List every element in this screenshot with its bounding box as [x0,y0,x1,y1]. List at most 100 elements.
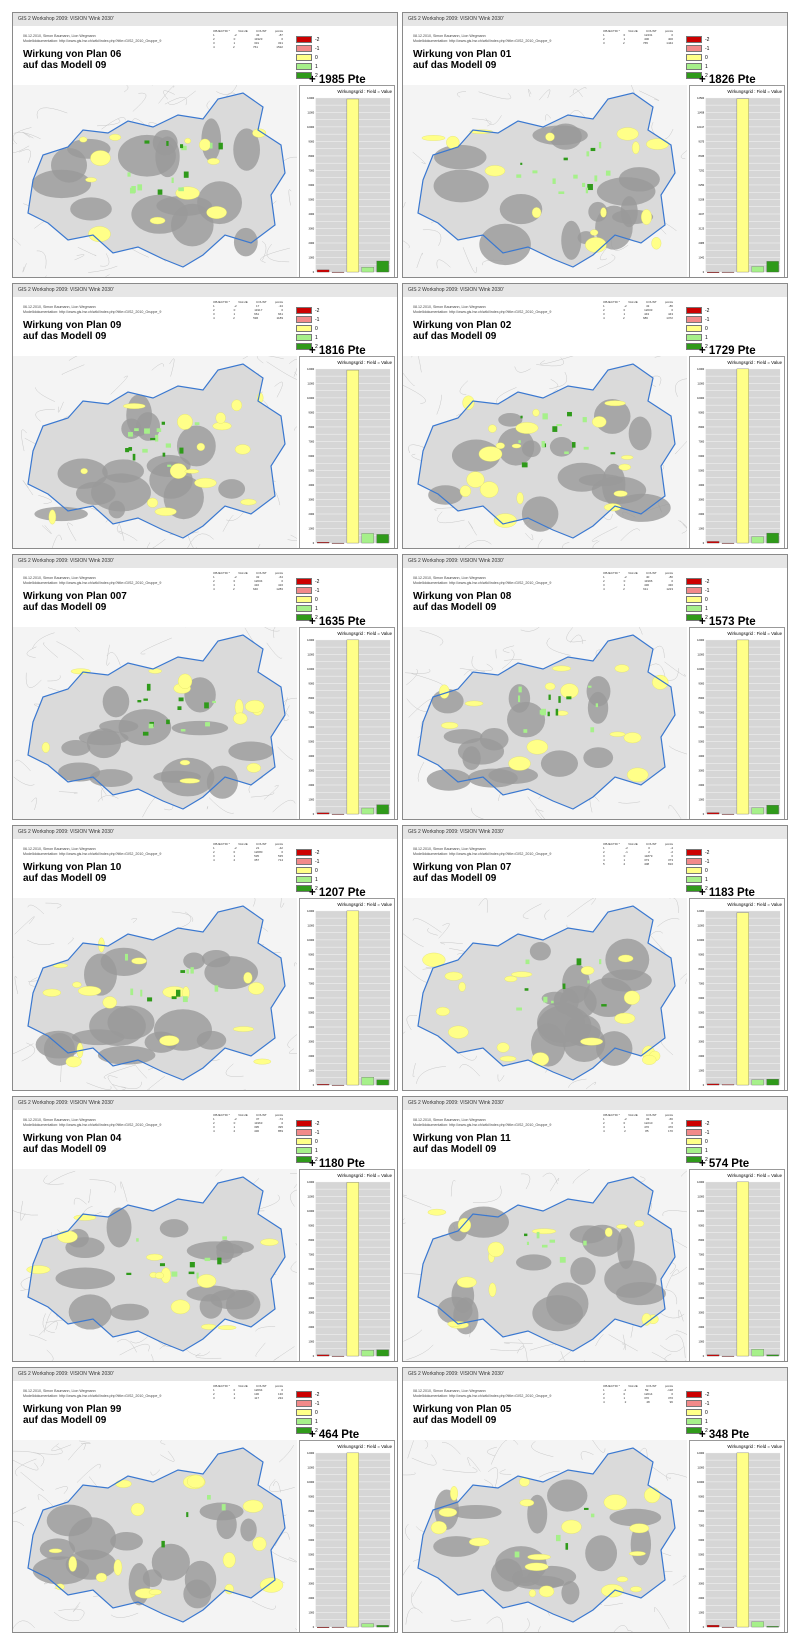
map-road [403,240,410,249]
impact-zone-positive [559,1256,566,1263]
histogram-bar-2 [376,534,389,544]
tick-label: 12000 [697,909,705,913]
histogram-bar--2 [316,812,330,815]
impact-zone-neutral [196,442,205,451]
stats-cell: 430 [644,583,650,587]
stats-header-cell: points [274,571,283,575]
documentation-link[interactable]: Modelldokumentation: http://www.gis.hsr.… [23,852,162,856]
chart-title: Wirkungsgrid : Field = Value [337,360,392,365]
built-area [547,1479,588,1512]
tick-label: 6000 [309,725,315,729]
map-road [97,795,119,802]
tick-label: 2000 [699,783,705,787]
map-road [669,898,679,913]
stats-header-row: OBJECTID * VALUE COUNT points [603,300,673,304]
stats-cell: 170 [667,1129,673,1133]
built-area [118,709,172,746]
legend-label: 0 [315,54,318,61]
map-road [437,511,465,524]
stats-table: OBJECTID * VALUE COUNT points 1 0 12431 0 2 1 400 4… [603,29,673,45]
impact-zone-positive [549,1239,556,1243]
tick-label: 8000 [699,1238,705,1242]
impact-zone-neutral [130,1502,145,1516]
built-area [34,506,88,522]
built-area [225,1289,261,1320]
stats-header-cell: OBJECTID * [603,1384,620,1388]
histogram-bar-0 [346,98,359,273]
documentation-link[interactable]: Modelldokumentation: http://www.gis.hsr.… [413,39,552,43]
tick-label: 1000 [699,1611,705,1615]
legend-label: 0 [315,867,318,874]
documentation-link[interactable]: Modelldokumentation: http://www.gis.hsr.… [23,1123,162,1127]
tick-label: 6000 [309,1267,315,1271]
tick-label: 0 [313,1354,315,1358]
documentation-link[interactable]: Modelldokumentation: http://www.gis.hsr.… [413,310,552,314]
documentation-link[interactable]: Modelldokumentation: http://www.gis.hsr.… [23,581,162,585]
stats-cell: 3 [213,312,215,316]
impact-zone-positive [207,1495,211,1500]
stats-cell: 37 [255,1117,260,1121]
map-road [35,387,55,402]
map-road [529,1342,558,1351]
stats-cell: 400 [667,37,673,41]
stats-cell: 0 [671,579,673,583]
map-road [13,1450,45,1467]
tick-label: 1000 [309,1069,315,1073]
map-road [520,627,540,632]
documentation-link[interactable]: Modelldokumentation: http://www.gis.hsr.… [413,581,552,585]
histogram-chart: Wirkungsgrid : Field = Value 0 1000 2000 300… [299,627,395,819]
built-area [433,1536,480,1557]
stats-header-cell: points [274,842,283,846]
map-road [273,1346,295,1361]
documentation-link[interactable]: Modelldokumentation: http://www.gis.hsr.… [23,310,162,314]
legend-swatch [296,587,312,594]
stats-cell: 3 [603,312,605,316]
tick-label: 0 [703,1083,705,1087]
impact-zone-positive [154,434,159,442]
impact-zone-positive [573,174,578,179]
legend-item: 1 [296,1146,319,1155]
stats-cell: 3 [603,1125,605,1129]
stats-row: 4 1 373 373 [603,858,673,862]
documentation-link[interactable]: Modelldokumentation: http://www.gis.hsr.… [23,1394,162,1398]
documentation-link[interactable]: Modelldokumentation: http://www.gis.hsr.… [413,852,552,856]
impact-zone-neutral [495,442,505,450]
legend-swatch [686,858,702,865]
map-road [22,263,27,273]
impact-zone-positive [536,1231,540,1239]
legend-swatch [296,849,312,856]
map-road [27,939,55,946]
map-road [403,202,406,208]
histogram-bar--1 [721,813,735,815]
map-road [86,1082,112,1090]
map-road [160,1450,175,1462]
built-area [609,1508,662,1527]
legend-swatch [296,343,312,350]
impact-map [13,1169,297,1361]
impact-zone-positive [567,411,572,417]
tick-label: 0 [703,270,705,274]
stats-cell: 4 [603,858,605,862]
documentation-link[interactable]: Modelldokumentation: http://www.gis.hsr.… [413,1394,552,1398]
documentation-link[interactable]: Modelldokumentation: http://www.gis.hsr.… [23,39,162,43]
impact-zone-positive [541,440,545,448]
map-road [592,1440,606,1453]
impact-zone-neutral [199,138,211,151]
map-canvas [21,356,297,548]
built-area [450,1505,502,1520]
legend-label: 2 [315,1156,318,1163]
impact-zone-positive [178,187,184,192]
plan-panel-9: GIS 2 Workshop 2009: VISION 'Wink 2030' … [12,1096,398,1362]
impact-zone-neutral [80,468,88,475]
documentation-link[interactable]: Modelldokumentation: http://www.gis.hsr.… [413,1123,552,1127]
stats-cell: 1 [623,1396,626,1400]
impact-zone-positive [524,1233,528,1237]
panel-title: Wirkung von Plan 99 auf das Modell 09 [23,1404,121,1426]
stats-cell: 370 [644,1396,650,1400]
legend-swatch [686,867,702,874]
stats-header-row: OBJECTID * VALUE COUNT points [213,300,283,304]
legend-item: -1 [296,44,319,53]
impact-zone-positive [143,698,148,701]
tick-label: 4000 [309,212,315,216]
impact-zone-neutral [194,477,217,488]
